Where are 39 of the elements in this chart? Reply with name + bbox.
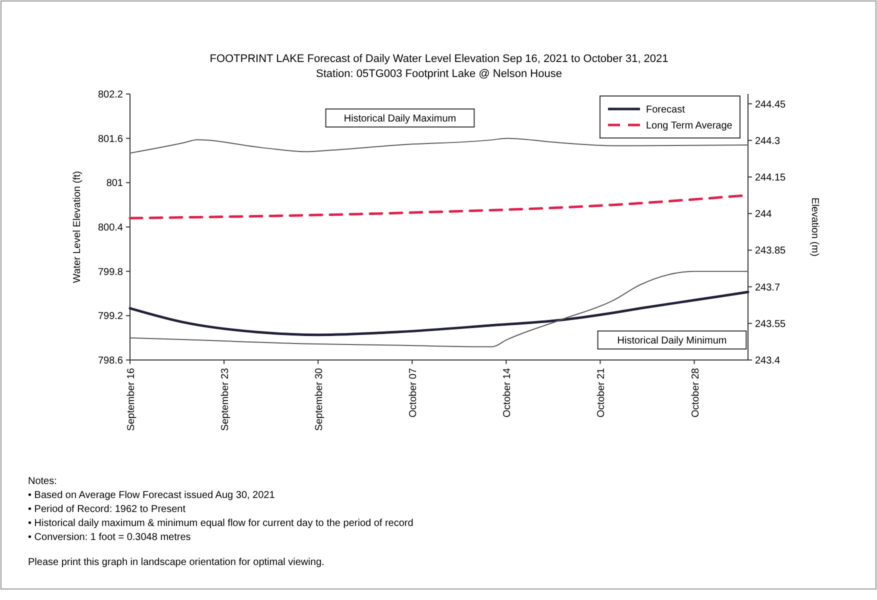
x-tick-label: October 14 xyxy=(502,368,514,418)
line-series xyxy=(130,138,748,154)
text: • Historical daily maximum & minimum equal flow for current day to the period of record xyxy=(28,518,414,529)
legend-label: Forecast xyxy=(646,104,686,116)
line-series xyxy=(128,290,750,336)
y2-tick-label: 244.3 xyxy=(755,136,780,147)
x-tick-label: October 28 xyxy=(690,368,702,418)
line-series xyxy=(130,270,748,348)
x-tick-label: October 21 xyxy=(596,368,608,418)
x-tick-label: September 30 xyxy=(314,368,326,431)
y2-tick-label: 243.7 xyxy=(755,282,780,294)
y-tick-label: 801 xyxy=(106,178,124,190)
y-tick-label: 799.2 xyxy=(98,311,124,322)
y2-tick-label: 243.4 xyxy=(755,356,780,366)
y2-tick-label: 243.55 xyxy=(755,318,786,330)
x-tick-label: September 23 xyxy=(220,368,232,431)
text: • Conversion: 1 foot = 0.3048 metres xyxy=(28,532,191,543)
y-tick-label: 798.6 xyxy=(98,356,124,366)
chart-title: FOOTPRINT LAKE Forecast of Daily Water Level Elevation Sep 16, 2021 to October 31, 2021 xyxy=(210,53,668,65)
text: • Based on Average Flow Forecast issued Aug 30, 2021 xyxy=(28,490,276,501)
y-tick-label: 799.8 xyxy=(98,266,124,278)
annotation: Historical Daily Minimum xyxy=(617,336,727,346)
y-axis-title: Water Level Elevation (ft) xyxy=(72,171,83,283)
text: Notes: xyxy=(28,476,57,487)
x-tick-label: September 16 xyxy=(126,368,137,431)
y2-axis-title: Elevation (m) xyxy=(809,198,820,256)
y2-tick-label: 244.45 xyxy=(755,99,786,110)
y2-tick-label: 244 xyxy=(755,209,772,220)
chart-subtitle: Station: 05TG003 Footprint Lake @ Nelson House xyxy=(316,68,562,80)
y-tick-label: 802.2 xyxy=(98,90,124,100)
x-tick-label: October 07 xyxy=(408,368,420,418)
annotation: Historical Daily Maximum xyxy=(344,114,456,124)
legend-label: Long Term Average xyxy=(646,120,733,132)
y-tick-label: 800.4 xyxy=(98,222,124,234)
text: • Period of Record: 1962 to Present xyxy=(28,504,186,515)
text: Please print this graph in landscape orientation for optimal viewing. xyxy=(28,557,324,568)
y-tick-label: 801.6 xyxy=(98,134,124,145)
y2-tick-label: 243.85 xyxy=(755,246,786,257)
y2-tick-label: 244.15 xyxy=(755,172,786,184)
